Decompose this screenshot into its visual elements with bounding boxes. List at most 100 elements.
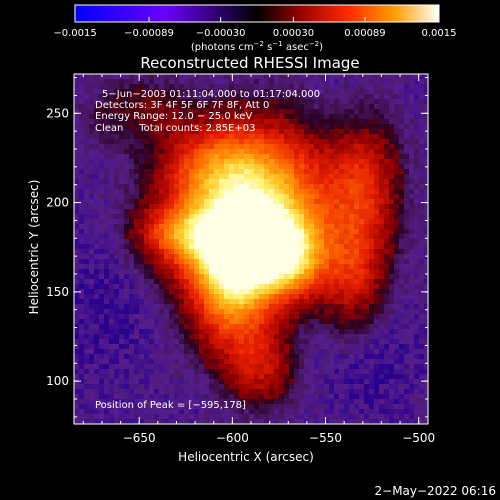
heatmap-cell: [309, 419, 315, 424]
heatmap-cell: [79, 109, 85, 115]
heatmap-cell: [384, 289, 390, 295]
heatmap-cell: [349, 249, 355, 255]
heatmap-cell: [89, 419, 95, 424]
heatmap-cell: [204, 374, 210, 380]
heatmap-cell: [79, 164, 85, 170]
heatmap-cell: [119, 334, 125, 340]
heatmap-cell: [339, 99, 345, 105]
heatmap-cell: [94, 274, 100, 280]
heatmap-cell: [289, 159, 295, 165]
heatmap-cell: [379, 249, 385, 255]
heatmap-cell: [229, 364, 235, 370]
heatmap-cell: [349, 144, 355, 150]
heatmap-cell: [104, 154, 110, 160]
heatmap-cell: [244, 419, 250, 424]
heatmap-cell: [274, 144, 280, 150]
heatmap-cell: [349, 259, 355, 265]
heatmap-cell: [224, 189, 230, 195]
heatmap-cell: [244, 99, 250, 105]
heatmap-cell: [154, 159, 160, 165]
heatmap-cell: [219, 164, 225, 170]
heatmap-cell: [99, 274, 105, 280]
heatmap-cell: [104, 329, 110, 335]
heatmap-cell: [399, 164, 405, 170]
heatmap-cell: [139, 414, 145, 420]
heatmap-cell: [294, 349, 300, 355]
heatmap-cell: [239, 139, 245, 145]
heatmap-cell: [164, 79, 170, 85]
heatmap-cell: [134, 264, 140, 270]
heatmap-cell: [329, 129, 335, 135]
heatmap-cell: [89, 179, 95, 185]
heatmap-cell: [159, 114, 165, 120]
heatmap-cell: [204, 89, 210, 95]
heatmap-cell: [289, 234, 295, 240]
heatmap-cell: [294, 104, 300, 110]
heatmap-cell: [119, 134, 125, 140]
heatmap-cell: [264, 179, 270, 185]
heatmap-cell: [189, 219, 195, 225]
heatmap-cell: [414, 244, 420, 250]
heatmap-cell: [279, 94, 285, 100]
heatmap-cell: [104, 279, 110, 285]
heatmap-cell: [374, 74, 380, 80]
heatmap-cell: [209, 139, 215, 145]
heatmap-cell: [284, 169, 290, 175]
heatmap-cell: [194, 134, 200, 140]
heatmap-cell: [314, 234, 320, 240]
heatmap-cell: [84, 144, 90, 150]
heatmap-cell: [209, 419, 215, 424]
heatmap-cell: [349, 84, 355, 90]
heatmap-cell: [269, 394, 275, 400]
heatmap-cell: [214, 139, 220, 145]
heatmap-cell: [229, 219, 235, 225]
heatmap-cell: [84, 239, 90, 245]
heatmap-cell: [94, 184, 100, 190]
heatmap-cell: [389, 264, 395, 270]
heatmap-cell: [184, 284, 190, 290]
heatmap-cell: [179, 254, 185, 260]
heatmap-cell: [304, 244, 310, 250]
heatmap-cell: [364, 299, 370, 305]
heatmap-cell: [294, 189, 300, 195]
heatmap-cell: [209, 239, 215, 245]
heatmap-cell: [379, 144, 385, 150]
heatmap-cell: [349, 294, 355, 300]
heatmap-cell: [119, 419, 125, 424]
heatmap-cell: [319, 404, 325, 410]
heatmap-cell: [349, 254, 355, 260]
heatmap-cell: [174, 154, 180, 160]
heatmap-cell: [244, 239, 250, 245]
heatmap-cell: [94, 284, 100, 290]
heatmap-cell: [324, 414, 330, 420]
heatmap-cell: [364, 79, 370, 85]
heatmap-cell: [189, 419, 195, 424]
heatmap-cell: [289, 204, 295, 210]
heatmap-cell: [344, 399, 350, 405]
heatmap-cell: [414, 234, 420, 240]
heatmap-cell: [244, 179, 250, 185]
heatmap-cell: [374, 139, 380, 145]
heatmap-cell: [179, 119, 185, 125]
heatmap-cell: [169, 224, 175, 230]
heatmap-cell: [224, 419, 230, 424]
heatmap-cell: [114, 364, 120, 370]
heatmap-cell: [249, 384, 255, 390]
heatmap-cell: [244, 389, 250, 395]
heatmap-cell: [324, 244, 330, 250]
heatmap-cell: [339, 199, 345, 205]
heatmap-cell: [129, 164, 135, 170]
heatmap-cell: [364, 114, 370, 120]
heatmap-cell: [244, 114, 250, 120]
heatmap-cell: [364, 269, 370, 275]
heatmap-cell: [219, 84, 225, 90]
heatmap-cell: [354, 359, 360, 365]
heatmap-cell: [189, 179, 195, 185]
heatmap-cell: [194, 164, 200, 170]
heatmap-cell: [369, 109, 375, 115]
heatmap-cell: [254, 79, 260, 85]
heatmap-cell: [209, 94, 215, 100]
heatmap-cell: [374, 109, 380, 115]
heatmap-cell: [104, 174, 110, 180]
heatmap-cell: [244, 229, 250, 235]
